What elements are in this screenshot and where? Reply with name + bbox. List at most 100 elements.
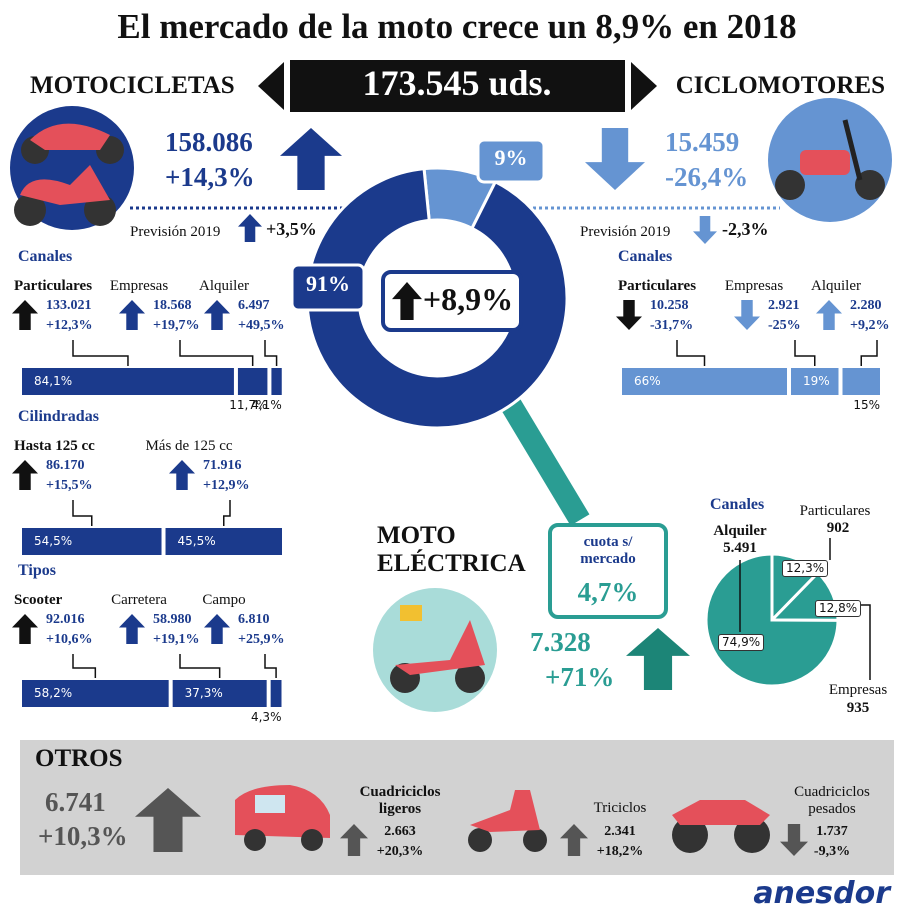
- arrow-down: [780, 824, 808, 856]
- share-label: 54,5%: [34, 534, 73, 548]
- arrow-up: [12, 460, 38, 490]
- change: -26,4%: [665, 162, 749, 192]
- share-label: 15%: [853, 398, 880, 412]
- channel-name: Alquiler: [713, 523, 767, 539]
- item-name: Particulares: [618, 278, 697, 294]
- item-name: Cuadriciclos ligeros: [359, 784, 441, 817]
- donut: [305, 166, 569, 430]
- share: 4,7%: [577, 577, 639, 607]
- arrow-up: [135, 788, 201, 852]
- connector: [223, 500, 231, 526]
- units: 71.916: [203, 458, 242, 473]
- change: +12,3%: [46, 318, 93, 333]
- forecast: +3,5%: [266, 219, 317, 239]
- units: 158.086: [165, 127, 253, 157]
- banner-bg: [290, 60, 625, 112]
- share-label: 58,2%: [34, 686, 73, 700]
- arrow-up: [204, 614, 230, 644]
- share-label: 4,3%: [250, 710, 282, 724]
- share-bar: [791, 368, 839, 395]
- pie-slice: [704, 552, 840, 688]
- share-label: 12,8%: [815, 600, 862, 618]
- share-box: [548, 523, 668, 619]
- arrow-down: [734, 300, 760, 330]
- change: -25%: [768, 318, 801, 333]
- share-bar: [842, 368, 880, 395]
- share-label: 12,3%: [782, 560, 829, 578]
- connector: [179, 340, 254, 366]
- channel-name: Empresas: [828, 682, 888, 698]
- units: 2.341: [604, 824, 636, 839]
- change: +20,3%: [376, 844, 424, 859]
- item-name: Más de 125 cc: [145, 438, 233, 454]
- arrow-up: [280, 128, 342, 190]
- share-bar: [270, 680, 282, 707]
- arrow-up: [392, 282, 422, 320]
- section-title: OTROS: [35, 745, 123, 772]
- logo: anesdor: [753, 876, 890, 911]
- units: 15.459: [665, 127, 740, 157]
- ciclomotor-icon: [775, 119, 885, 200]
- units: 2.280: [850, 298, 882, 313]
- donut-segment: [305, 167, 569, 430]
- channel-units: 902: [826, 520, 850, 536]
- arrow-up: [816, 300, 842, 330]
- channel-name: Particulares: [799, 503, 871, 519]
- tricycle-icon: [468, 790, 547, 852]
- change: +19,1%: [153, 632, 200, 647]
- units: 58.980: [153, 612, 192, 627]
- section-title: Tipos: [18, 562, 56, 579]
- total-change: +8,9%: [422, 281, 514, 317]
- item-name: Empresas: [724, 278, 784, 294]
- forecast-label: Previsión 2019: [580, 224, 671, 240]
- car-icon: [235, 785, 330, 851]
- section-title: Canales: [618, 248, 673, 265]
- item-name: Alquiler: [199, 278, 249, 294]
- arrow-left: [258, 62, 284, 110]
- share-bar: [271, 368, 282, 395]
- section-title: MOTO ELÉCTRICA: [377, 522, 526, 577]
- connector: [860, 340, 878, 366]
- arrow-down: [693, 216, 717, 244]
- change: +71%: [545, 662, 615, 692]
- arrow-up: [119, 614, 145, 644]
- forecast-label: Previsión 2019: [130, 224, 221, 240]
- units: 133.021: [46, 298, 92, 313]
- item-name: Campo: [202, 592, 246, 608]
- item-name: Triciclos: [593, 800, 647, 816]
- electric-icon: [390, 605, 485, 693]
- share-label: 74,9%: [718, 634, 765, 652]
- change: +25,9%: [238, 632, 285, 647]
- section-title: Canales: [18, 248, 73, 265]
- item-name: Cuadriciclos pesados: [794, 784, 870, 817]
- change: -31,7%: [650, 318, 694, 333]
- connector: [72, 654, 97, 678]
- arrow-down: [585, 128, 645, 190]
- share-bar: [22, 368, 234, 395]
- item-name: Hasta 125 cc: [14, 438, 95, 454]
- arrow-up: [119, 300, 145, 330]
- share-label: 84,1%: [34, 374, 73, 388]
- change: +9,2%: [850, 318, 890, 333]
- units: 86.170: [46, 458, 85, 473]
- channel-units: 935: [846, 700, 870, 716]
- connector: [264, 340, 278, 366]
- connector: [72, 500, 93, 526]
- connector: [794, 340, 816, 366]
- units: 92.016: [46, 612, 85, 627]
- share-label: 37,3%: [184, 686, 223, 700]
- share-bar: [172, 680, 267, 707]
- units: 6.497: [238, 298, 270, 313]
- connector: [179, 654, 221, 678]
- arrow-up: [340, 824, 368, 856]
- units: 6.741: [45, 787, 106, 817]
- item-name: Carretera: [111, 592, 167, 608]
- total-units: 173.545 uds.: [362, 63, 552, 103]
- connector: [72, 340, 129, 366]
- change: +18,2%: [596, 844, 644, 859]
- units: 7.328: [530, 627, 591, 657]
- item-name: Particulares: [14, 278, 93, 294]
- change: +10,6%: [46, 632, 93, 647]
- share-bar: [22, 528, 162, 555]
